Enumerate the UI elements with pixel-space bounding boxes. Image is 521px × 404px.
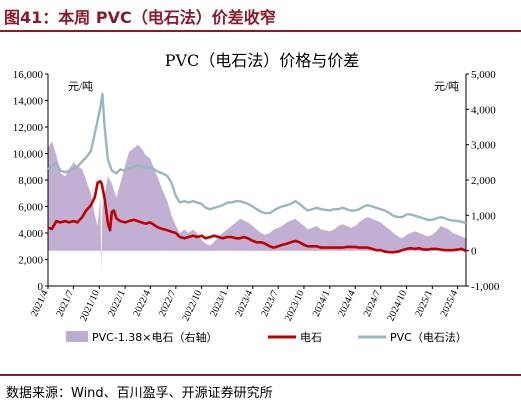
x-tick-label: 2021/7 bbox=[55, 289, 77, 319]
right-axis-unit: 元/吨 bbox=[434, 80, 459, 93]
x-tick-label: 2023/7 bbox=[259, 289, 281, 319]
axes-layer bbox=[47, 74, 467, 287]
series-pvc-line bbox=[47, 92, 467, 225]
x-tick-label: 2025/4 bbox=[439, 289, 461, 319]
source-note: 数据来源：Wind、百川盈孚、开源证券研究所 bbox=[6, 386, 273, 401]
x-tick-label: 2021/10 bbox=[78, 289, 102, 323]
legend-swatch-spread bbox=[66, 331, 88, 342]
x-tick-label: 2022/7 bbox=[157, 289, 179, 319]
x-tick-label: 2024/4 bbox=[336, 289, 358, 319]
left-tick-label: 2,000 bbox=[18, 255, 43, 267]
x-tick-label: 2022/4 bbox=[131, 289, 153, 319]
spread-area-layer bbox=[48, 141, 466, 272]
right-tick-label: 5,000 bbox=[471, 69, 496, 81]
left-tick-label: 6,000 bbox=[18, 202, 43, 214]
series-spread-area bbox=[48, 141, 466, 272]
x-tick-label: 2024/1 bbox=[311, 289, 333, 319]
x-tick-label: 2025/1 bbox=[413, 289, 435, 319]
x-tick-label: 2023/4 bbox=[234, 289, 256, 319]
x-tick-label: 2024/10 bbox=[385, 289, 409, 323]
left-tick-label: 12,000 bbox=[13, 122, 44, 134]
left-axis-unit: 元/吨 bbox=[68, 80, 93, 93]
x-tick-label: 2023/10 bbox=[283, 289, 307, 323]
figure-footer: 数据来源：Wind、百川盈孚、开源证券研究所 bbox=[0, 374, 521, 404]
footer-divider bbox=[0, 374, 521, 376]
legend-label-pvc: PVC（电石法） bbox=[390, 330, 467, 344]
left-tick-label: 16,000 bbox=[13, 69, 44, 81]
x-tick-label: 2023/1 bbox=[208, 289, 230, 319]
right-tick-label: 3,000 bbox=[471, 140, 496, 152]
figure-header: 图41：本周 PVC（电石法）价差收窄 bbox=[0, 0, 521, 32]
right-tick-label: 2,000 bbox=[471, 175, 496, 187]
series-carbide-line bbox=[47, 180, 467, 254]
x-tick-label: 2022/1 bbox=[106, 289, 128, 319]
line-layer bbox=[47, 92, 467, 254]
right-tick-label: 1,000 bbox=[471, 210, 496, 222]
x-tick-label: 2021/4 bbox=[29, 289, 51, 319]
legend: PVC-1.38×电石（右轴） 电石 PVC（电石法） bbox=[66, 330, 467, 344]
left-tick-label: 8,000 bbox=[18, 175, 43, 187]
x-tick-label: 2024/7 bbox=[362, 289, 384, 319]
chart: PVC（电石法）价格与价差 元/吨 元/吨 0 2,000 4,000 6,000 8,… bbox=[13, 51, 500, 344]
chart-title: PVC（电石法）价格与价差 bbox=[165, 51, 360, 70]
left-tick-label: 14,000 bbox=[13, 96, 44, 108]
left-tick-label: 10,000 bbox=[13, 149, 44, 161]
right-tick-label: 4,000 bbox=[471, 104, 496, 116]
legend-label-carbide: 电石 bbox=[300, 331, 322, 344]
left-tick-label: 4,000 bbox=[18, 228, 43, 240]
left-tick-label: 0 bbox=[38, 281, 44, 293]
right-tick-label: -1,000 bbox=[471, 281, 500, 293]
legend-label-spread: PVC-1.38×电石（右轴） bbox=[92, 330, 218, 344]
right-tick-label: 0 bbox=[471, 246, 477, 258]
figure-title: 图41：本周 PVC（电石法）价差收窄 bbox=[4, 8, 276, 27]
x-tick-label: 2022/10 bbox=[181, 289, 205, 323]
